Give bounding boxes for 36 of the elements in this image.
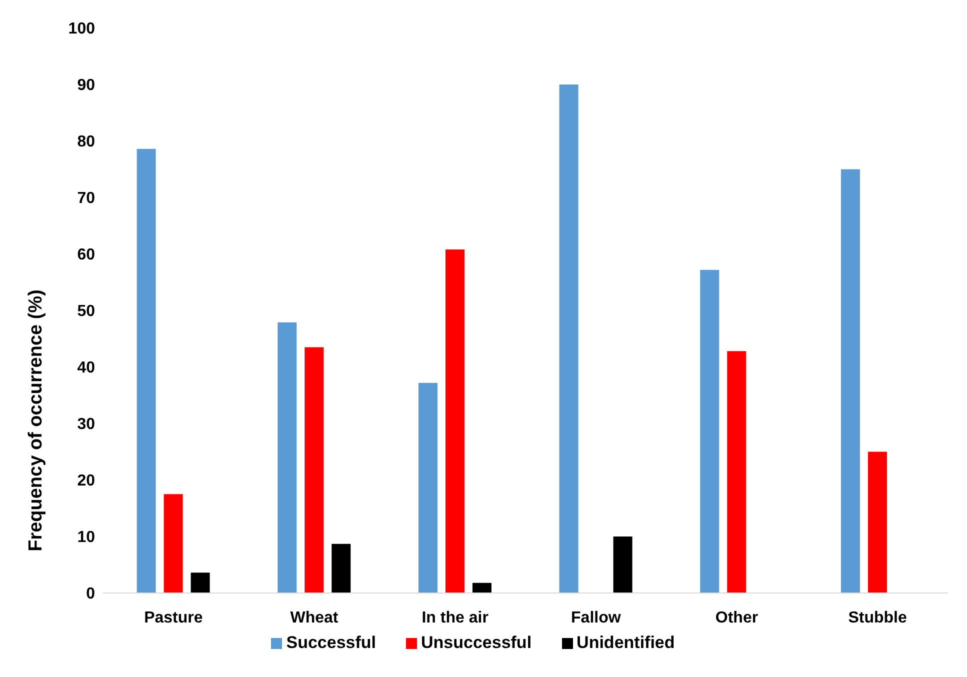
legend-label: Successful xyxy=(286,633,376,652)
bar xyxy=(445,249,464,593)
x-tick-label: Pasture xyxy=(144,609,203,626)
bar xyxy=(868,452,887,593)
y-tick-label: 50 xyxy=(77,303,96,320)
x-tick-label: Fallow xyxy=(571,609,622,626)
bar xyxy=(727,351,746,593)
y-tick-label: 30 xyxy=(77,416,96,434)
bar xyxy=(700,270,720,593)
y-tick-label: 10 xyxy=(77,529,96,546)
y-tick-label: 70 xyxy=(77,190,96,208)
x-tick-label: In the air xyxy=(422,609,488,626)
x-tick-label: Wheat xyxy=(290,609,339,626)
bar xyxy=(190,572,210,593)
x-tick-label: Stubble xyxy=(848,609,908,626)
y-axis-title: Frequency of occurrence (%) xyxy=(26,290,47,552)
bar xyxy=(613,536,632,593)
x-tick-label: Other xyxy=(715,609,758,626)
bar xyxy=(840,169,860,593)
y-tick-label: 100 xyxy=(68,20,96,38)
legend-label: Unidentified xyxy=(576,633,675,652)
bar xyxy=(332,544,351,593)
bar xyxy=(559,84,578,593)
y-tick-label: 80 xyxy=(77,134,96,151)
bar xyxy=(164,494,183,593)
bar xyxy=(136,148,156,593)
bar xyxy=(304,347,324,593)
bar xyxy=(278,322,297,593)
y-tick-label: 0 xyxy=(86,586,96,603)
bar xyxy=(472,582,492,593)
y-tick-label: 60 xyxy=(77,246,96,264)
y-tick-label: 20 xyxy=(77,472,96,490)
bar xyxy=(418,382,438,593)
y-tick-label: 40 xyxy=(77,360,96,377)
legend-label: Unsuccessful xyxy=(421,633,532,652)
y-tick-label: 90 xyxy=(77,77,96,94)
